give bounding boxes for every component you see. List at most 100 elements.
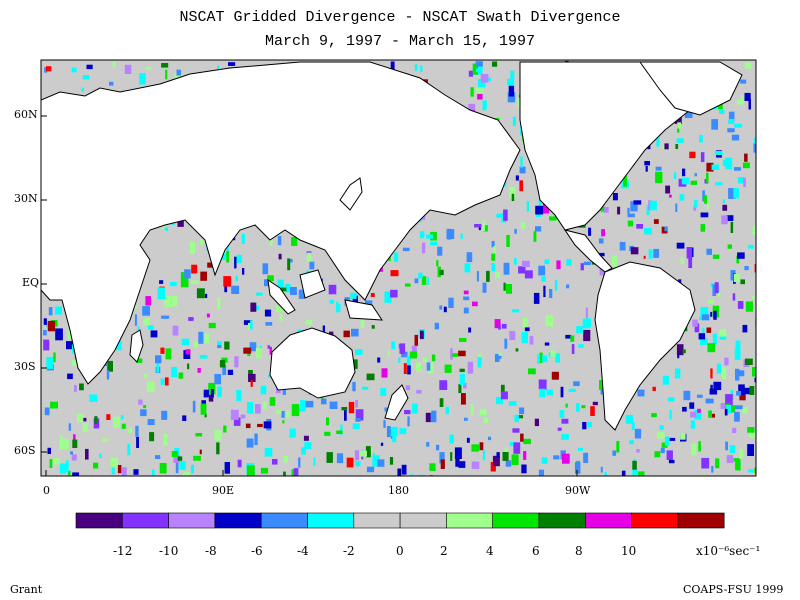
field-cell xyxy=(702,190,705,202)
field-cell xyxy=(544,342,550,346)
field-cell xyxy=(405,283,411,287)
field-cell xyxy=(320,395,324,400)
field-cell xyxy=(291,404,300,417)
colorbar-swatch xyxy=(446,512,493,529)
field-cell xyxy=(145,66,152,70)
field-cell xyxy=(546,389,553,396)
field-cell xyxy=(68,423,71,431)
field-cell xyxy=(275,410,283,414)
field-cell xyxy=(161,63,169,68)
field-cell xyxy=(545,315,553,327)
field-cell xyxy=(286,410,290,419)
field-cell xyxy=(49,459,53,468)
field-cell xyxy=(629,440,634,445)
field-cell xyxy=(260,467,269,474)
field-cell xyxy=(494,353,500,362)
field-cell xyxy=(726,215,734,221)
field-cell xyxy=(260,385,267,395)
field-cell xyxy=(458,350,466,357)
field-cell xyxy=(743,177,746,187)
field-cell xyxy=(415,362,422,372)
field-cell xyxy=(71,454,77,461)
field-cell xyxy=(322,325,325,336)
field-cell xyxy=(127,443,131,456)
field-cell xyxy=(377,459,385,467)
field-cell xyxy=(135,425,139,437)
field-cell xyxy=(725,394,733,405)
field-cell xyxy=(470,404,474,415)
field-cell xyxy=(227,369,234,375)
field-cell xyxy=(675,144,679,149)
field-cell xyxy=(443,306,447,313)
field-cell xyxy=(305,320,313,325)
field-cell xyxy=(401,351,408,358)
field-cell xyxy=(528,368,536,375)
field-cell xyxy=(722,159,727,167)
field-cell xyxy=(707,343,715,353)
field-cell xyxy=(700,212,709,218)
field-cell xyxy=(235,276,238,282)
lon-label-90e: 90E xyxy=(212,484,235,497)
field-cell xyxy=(739,389,746,401)
field-cell xyxy=(503,262,510,275)
chart-subtitle: March 9, 1997 - March 15, 1997 xyxy=(264,33,536,50)
field-cell xyxy=(93,462,99,469)
field-cell xyxy=(735,340,741,350)
field-cell xyxy=(646,205,650,215)
field-cell xyxy=(612,450,617,456)
field-cell xyxy=(700,307,709,316)
field-cell xyxy=(665,436,670,446)
field-cell xyxy=(407,365,411,375)
field-cell xyxy=(76,414,84,423)
field-cell xyxy=(231,285,240,294)
footer-author: Grant xyxy=(10,583,43,596)
borneo-land xyxy=(299,269,326,299)
field-cell xyxy=(583,329,591,342)
field-cell xyxy=(113,416,120,428)
field-cell xyxy=(712,333,717,345)
field-cell xyxy=(85,448,89,460)
field-cell xyxy=(143,318,150,326)
field-cell xyxy=(55,328,63,341)
field-cell xyxy=(710,384,713,395)
field-cell xyxy=(362,386,369,390)
field-cell xyxy=(348,401,355,414)
field-cell xyxy=(155,355,162,364)
field-cell xyxy=(60,438,69,449)
sumatra-land xyxy=(267,278,296,315)
field-cell xyxy=(735,459,741,471)
central-america-land xyxy=(563,229,613,273)
field-cell xyxy=(147,325,154,330)
field-cell xyxy=(706,172,709,183)
field-cell xyxy=(171,451,178,457)
field-cell xyxy=(742,324,748,333)
field-cell xyxy=(398,357,401,363)
field-cell xyxy=(468,103,476,112)
field-cell xyxy=(409,351,417,359)
field-cell xyxy=(706,327,712,333)
field-cell xyxy=(371,325,375,329)
field-cell xyxy=(630,247,639,255)
field-cell xyxy=(523,451,527,460)
field-cell xyxy=(439,452,445,464)
colorbar-tick-label: 6 xyxy=(532,544,540,558)
field-cell xyxy=(176,69,181,76)
field-cell xyxy=(752,367,756,377)
colorbar-swatch xyxy=(75,512,123,529)
lat-label-30n: 30N xyxy=(14,192,38,205)
field-cell xyxy=(116,340,122,351)
field-cell xyxy=(388,255,391,262)
field-cell xyxy=(583,452,589,463)
field-cell xyxy=(632,469,638,476)
field-cell xyxy=(536,213,541,217)
field-cell xyxy=(571,344,575,354)
field-cell xyxy=(727,128,735,133)
field-cell xyxy=(414,64,418,71)
field-cell xyxy=(655,166,662,171)
field-cell xyxy=(735,405,743,410)
field-cell xyxy=(533,292,540,304)
field-cell xyxy=(627,220,634,227)
field-cell xyxy=(384,407,388,412)
field-cell xyxy=(712,284,717,296)
field-cell xyxy=(106,370,110,380)
